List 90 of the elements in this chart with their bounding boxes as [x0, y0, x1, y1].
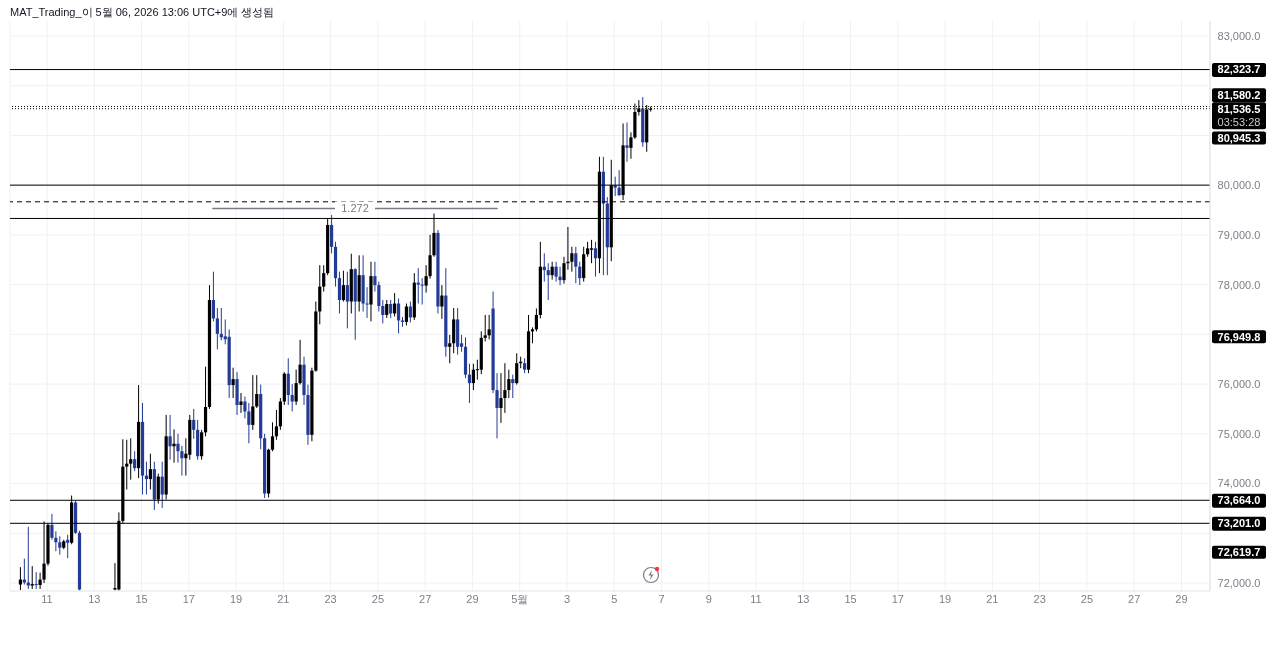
candlestick — [625, 121, 629, 163]
y-tick-label: 78,000.0 — [1217, 278, 1261, 291]
x-tick-label: 5 — [611, 592, 618, 605]
x-tick-label: 5월 — [511, 592, 529, 605]
candlestick — [133, 450, 137, 472]
ref-line-label: 73,664.0 — [1217, 494, 1261, 507]
candlestick — [574, 246, 578, 284]
y-tick-label: 74,000.0 — [1217, 477, 1261, 490]
candlestick — [30, 565, 34, 590]
candlestick — [66, 534, 70, 559]
x-tick-label: 11 — [750, 592, 762, 605]
x-tick-label: 19 — [938, 592, 952, 605]
candlestick — [420, 277, 424, 306]
legend-label: 81,580.2 — [1217, 88, 1261, 101]
candlestick — [239, 392, 243, 414]
y-tick-label: 80,000.0 — [1217, 179, 1261, 192]
x-tick-label: 15 — [844, 592, 857, 605]
y-tick-label: 72,619.7 — [1217, 546, 1261, 559]
candlestick — [558, 266, 562, 286]
candlestick — [129, 437, 133, 481]
ref-line-label: 82,323.7 — [1217, 63, 1261, 76]
candlestick — [471, 363, 475, 391]
y-tick-label: 83,000.0 — [1217, 29, 1261, 42]
candlestick — [26, 526, 30, 590]
candlestick — [231, 367, 235, 399]
candlestick — [448, 334, 452, 364]
x-tick-label: 13 — [797, 592, 810, 605]
x-tick-label: 19 — [229, 592, 243, 605]
x-tick-label: 17 — [182, 592, 195, 605]
candlestick — [270, 421, 275, 452]
candlestick — [148, 453, 152, 491]
x-tick-label: 25 — [371, 592, 385, 605]
x-tick-label: 17 — [891, 592, 904, 605]
candlestick — [274, 409, 279, 441]
candlestick — [408, 301, 412, 323]
candlestick — [286, 357, 290, 406]
x-tick-label: 15 — [135, 592, 148, 605]
ref-line-label: 73,201.0 — [1217, 517, 1261, 530]
candlestick — [125, 439, 129, 491]
candlestick — [337, 271, 342, 314]
candlestick — [546, 262, 550, 301]
candlestick — [329, 214, 334, 254]
candlestick — [251, 374, 255, 431]
candlestick — [582, 246, 586, 283]
y-tick-label: 79,000.0 — [1217, 228, 1261, 241]
candlestick — [483, 314, 487, 342]
x-tick-label: 29 — [1175, 592, 1188, 605]
candlestick — [322, 264, 326, 293]
chart-title: MAT_Trading_이 5월 06, 2026 13:06 UTC+9에 생성됨 — [10, 5, 275, 20]
y-tick-label: 76,000.0 — [1217, 377, 1261, 390]
candlestick — [200, 429, 204, 461]
series-label: 1.272 — [341, 202, 369, 215]
candlestick — [18, 566, 23, 591]
candlestick — [160, 461, 164, 509]
ref-line-label: 81,536.5 03:53:28 — [1217, 102, 1261, 128]
candlestick — [515, 352, 519, 386]
candlestick — [192, 408, 196, 440]
y-tick-label: 72,000.0 — [1217, 576, 1261, 589]
candlestick — [255, 374, 259, 409]
x-tick-label: 21 — [986, 592, 999, 605]
candlestick — [22, 558, 26, 586]
candlestick — [168, 414, 172, 461]
x-tick-label: 3 — [563, 592, 571, 605]
candlestick — [34, 571, 38, 590]
x-tick-label: 11 — [41, 592, 53, 605]
y-tick-label: 80,945.3 — [1217, 132, 1261, 145]
x-tick-label: 25 — [1080, 592, 1094, 605]
candlestick — [487, 314, 491, 340]
x-tick-label: 21 — [277, 592, 290, 605]
x-tick-label: 9 — [705, 592, 712, 605]
candlestick — [534, 307, 539, 332]
x-tick-label: 27 — [1128, 592, 1141, 605]
x-tick-label: 13 — [88, 592, 101, 605]
candlestick — [58, 535, 62, 556]
y-tick-label: 76,949.8 — [1217, 330, 1261, 343]
x-tick-label: 7 — [658, 592, 665, 605]
x-tick-label: 23 — [1033, 592, 1046, 605]
x-tick-label: 23 — [324, 592, 337, 605]
candlestick — [452, 307, 456, 354]
candlestick — [416, 267, 420, 305]
candlestick — [554, 261, 558, 283]
x-tick-label: 29 — [466, 592, 479, 605]
candlestick — [345, 271, 349, 329]
y-tick-label: 75,000.0 — [1217, 427, 1261, 440]
candlestick — [172, 428, 176, 464]
candlestick — [511, 374, 515, 399]
candlestick — [215, 307, 219, 350]
candlestick — [211, 271, 216, 322]
candlestick — [341, 270, 346, 303]
x-tick-label: 27 — [419, 592, 432, 605]
